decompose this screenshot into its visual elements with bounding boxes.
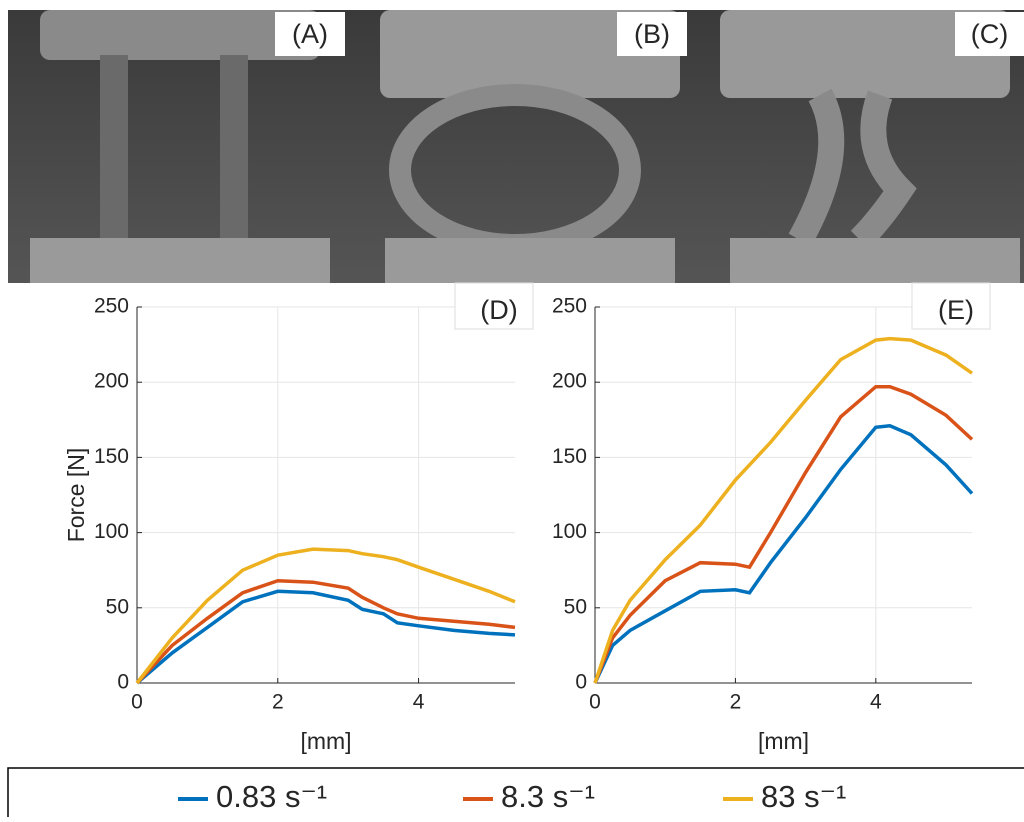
panel-label-box [454,282,534,330]
legend-label: 8.3 s⁻¹ [501,779,595,814]
series-line [135,578,516,685]
y-tick-label: 250 [94,295,129,318]
x-axis-label: [mm] [300,728,351,754]
x-tick-label: 0 [131,691,143,714]
x-tick-label: 4 [870,691,882,714]
y-tick-label: 150 [94,445,129,468]
plot-area [595,307,972,683]
photo-label-box [955,12,1024,56]
photo-label-box [617,12,687,56]
y-tick-label: 50 [106,595,129,618]
panel-label: (E) [938,295,974,325]
y-tick-label: 50 [564,595,587,618]
legend-label: 83 s⁻¹ [761,779,846,814]
y-tick-label: 100 [94,520,129,543]
y-tick-label: 0 [117,671,129,694]
x-tick-label: 4 [413,691,425,714]
y-tick-label: 200 [552,370,587,393]
panel-label: (D) [480,295,517,325]
photo-label-box [275,12,345,56]
y-tick-label: 0 [575,671,587,694]
panel-label-box [911,282,991,330]
y-tick-label: 150 [552,445,587,468]
series-line [593,424,974,684]
x-tick-label: 2 [730,691,742,714]
photo-label: (A) [292,19,328,49]
series-line [593,336,973,684]
y-axis-label: Force [N] [63,448,89,543]
x-axis-label: [mm] [758,728,809,754]
plot-area [137,307,515,683]
series-line [135,547,516,685]
x-tick-label: 2 [272,691,284,714]
x-tick-label: 0 [589,691,601,714]
series-line [135,589,516,685]
y-tick-label: 200 [94,370,129,393]
y-tick-label: 250 [552,295,587,318]
legend-box [7,767,1024,822]
y-tick-label: 100 [552,520,587,543]
legend-label: 0.83 s⁻¹ [216,779,327,814]
series-line [593,384,974,684]
photo-label: (C) [971,19,1008,49]
photo-label: (B) [634,19,670,49]
photo-b [347,10,688,283]
